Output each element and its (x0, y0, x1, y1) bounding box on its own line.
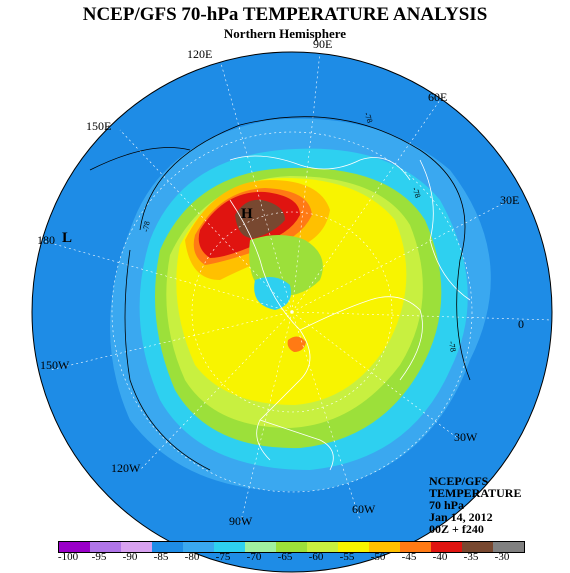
page-subtitle: Northern Hemisphere (223, 26, 347, 41)
low-pressure-label: L (62, 230, 73, 246)
longitude-label: 90E (313, 37, 333, 51)
colorbar-swatch (90, 542, 121, 552)
colorbar-swatch (183, 542, 214, 552)
colorbar-swatch (152, 542, 183, 552)
longitude-label: 60W (352, 502, 376, 516)
info-level: 70 hPa (429, 498, 465, 512)
colorbar-swatch (59, 542, 90, 552)
colorbar-tick-label: -75 (215, 551, 231, 563)
colorbar-swatch (245, 542, 276, 552)
longitude-label: 90W (229, 514, 253, 528)
coastline (259, 419, 334, 471)
colorbar-tick-label: -100 (57, 551, 79, 563)
longitude-label: 60E (428, 90, 448, 104)
high-pressure-label: H (241, 206, 253, 222)
colorbar-swatch (307, 542, 338, 552)
longitude-label: 120E (187, 47, 213, 61)
colorbar-tick-label: -35 (463, 551, 479, 563)
colorbar (58, 541, 525, 553)
map-border (31, 51, 553, 573)
info-model: NCEP/GFS (429, 474, 489, 488)
page-title: NCEP/GFS 70-hPa TEMPERATURE ANALYSIS (82, 4, 488, 25)
colorbar-tick-label: -90 (122, 551, 138, 563)
contour-lines (89, 116, 471, 471)
colorbar-swatch (493, 542, 524, 552)
colorbar-swatch (214, 542, 245, 552)
info-box: NCEP/GFS TEMPERATURE 70 hPa Jan 14, 2012… (429, 475, 521, 535)
info-variable: TEMPERATURE (429, 486, 522, 500)
contour-line (139, 116, 471, 381)
contour-label: -78 (446, 340, 458, 353)
colorbar-tick-label: -95 (91, 551, 107, 563)
colorbar-tick-label: -80 (184, 551, 200, 563)
temperature-field (32, 52, 552, 572)
longitude-label: 180 (37, 233, 55, 247)
coastline (299, 296, 423, 381)
colorbar-swatch (431, 542, 462, 552)
coastline (229, 199, 311, 461)
graticule (39, 52, 552, 526)
colorbar-tick-label: -40 (432, 551, 448, 563)
colorbar-swatch (121, 542, 152, 552)
longitude-label: 30E (500, 193, 520, 207)
colorbar-tick-label: -60 (308, 551, 324, 563)
band-minus35 (235, 199, 285, 239)
info-date: Jan 14, 2012 (429, 510, 493, 524)
longitude-label: 120W (111, 461, 141, 475)
colorbar-swatch (369, 542, 400, 552)
contour-line (89, 147, 191, 171)
colorbar-tick-label: -55 (339, 551, 355, 563)
colorbar-tick-label: -50 (370, 551, 386, 563)
colorbar-tick-label: -30 (494, 551, 510, 563)
contour-line (124, 249, 211, 471)
small-orange-spot (287, 336, 306, 352)
colorbar-tick-label: -65 (277, 551, 293, 563)
colorbar-tick-label: -70 (246, 551, 262, 563)
contour-label: -78 (140, 220, 152, 233)
colorbar-swatch (338, 542, 369, 552)
longitude-label: 0 (518, 317, 524, 331)
colorbar-swatch (276, 542, 307, 552)
colorbar-ticks: -100 -95 -90 -85 -80 -75 -70 -65 -60 -55 -50 -45 -40… (0, 551, 570, 565)
info-forecast: 00Z + f240 (429, 522, 484, 536)
longitude-label: 150W (40, 358, 70, 372)
colorbar-swatch (400, 542, 431, 552)
coastline (419, 159, 471, 301)
longitude-label: 30W (454, 430, 478, 444)
colorbar-tick-label: -45 (401, 551, 417, 563)
coastlines (229, 155, 471, 471)
coastline (229, 155, 411, 181)
colorbar-swatch (462, 542, 493, 552)
longitude-label: 150E (86, 119, 112, 133)
colorbar-tick-label: -85 (153, 551, 169, 563)
